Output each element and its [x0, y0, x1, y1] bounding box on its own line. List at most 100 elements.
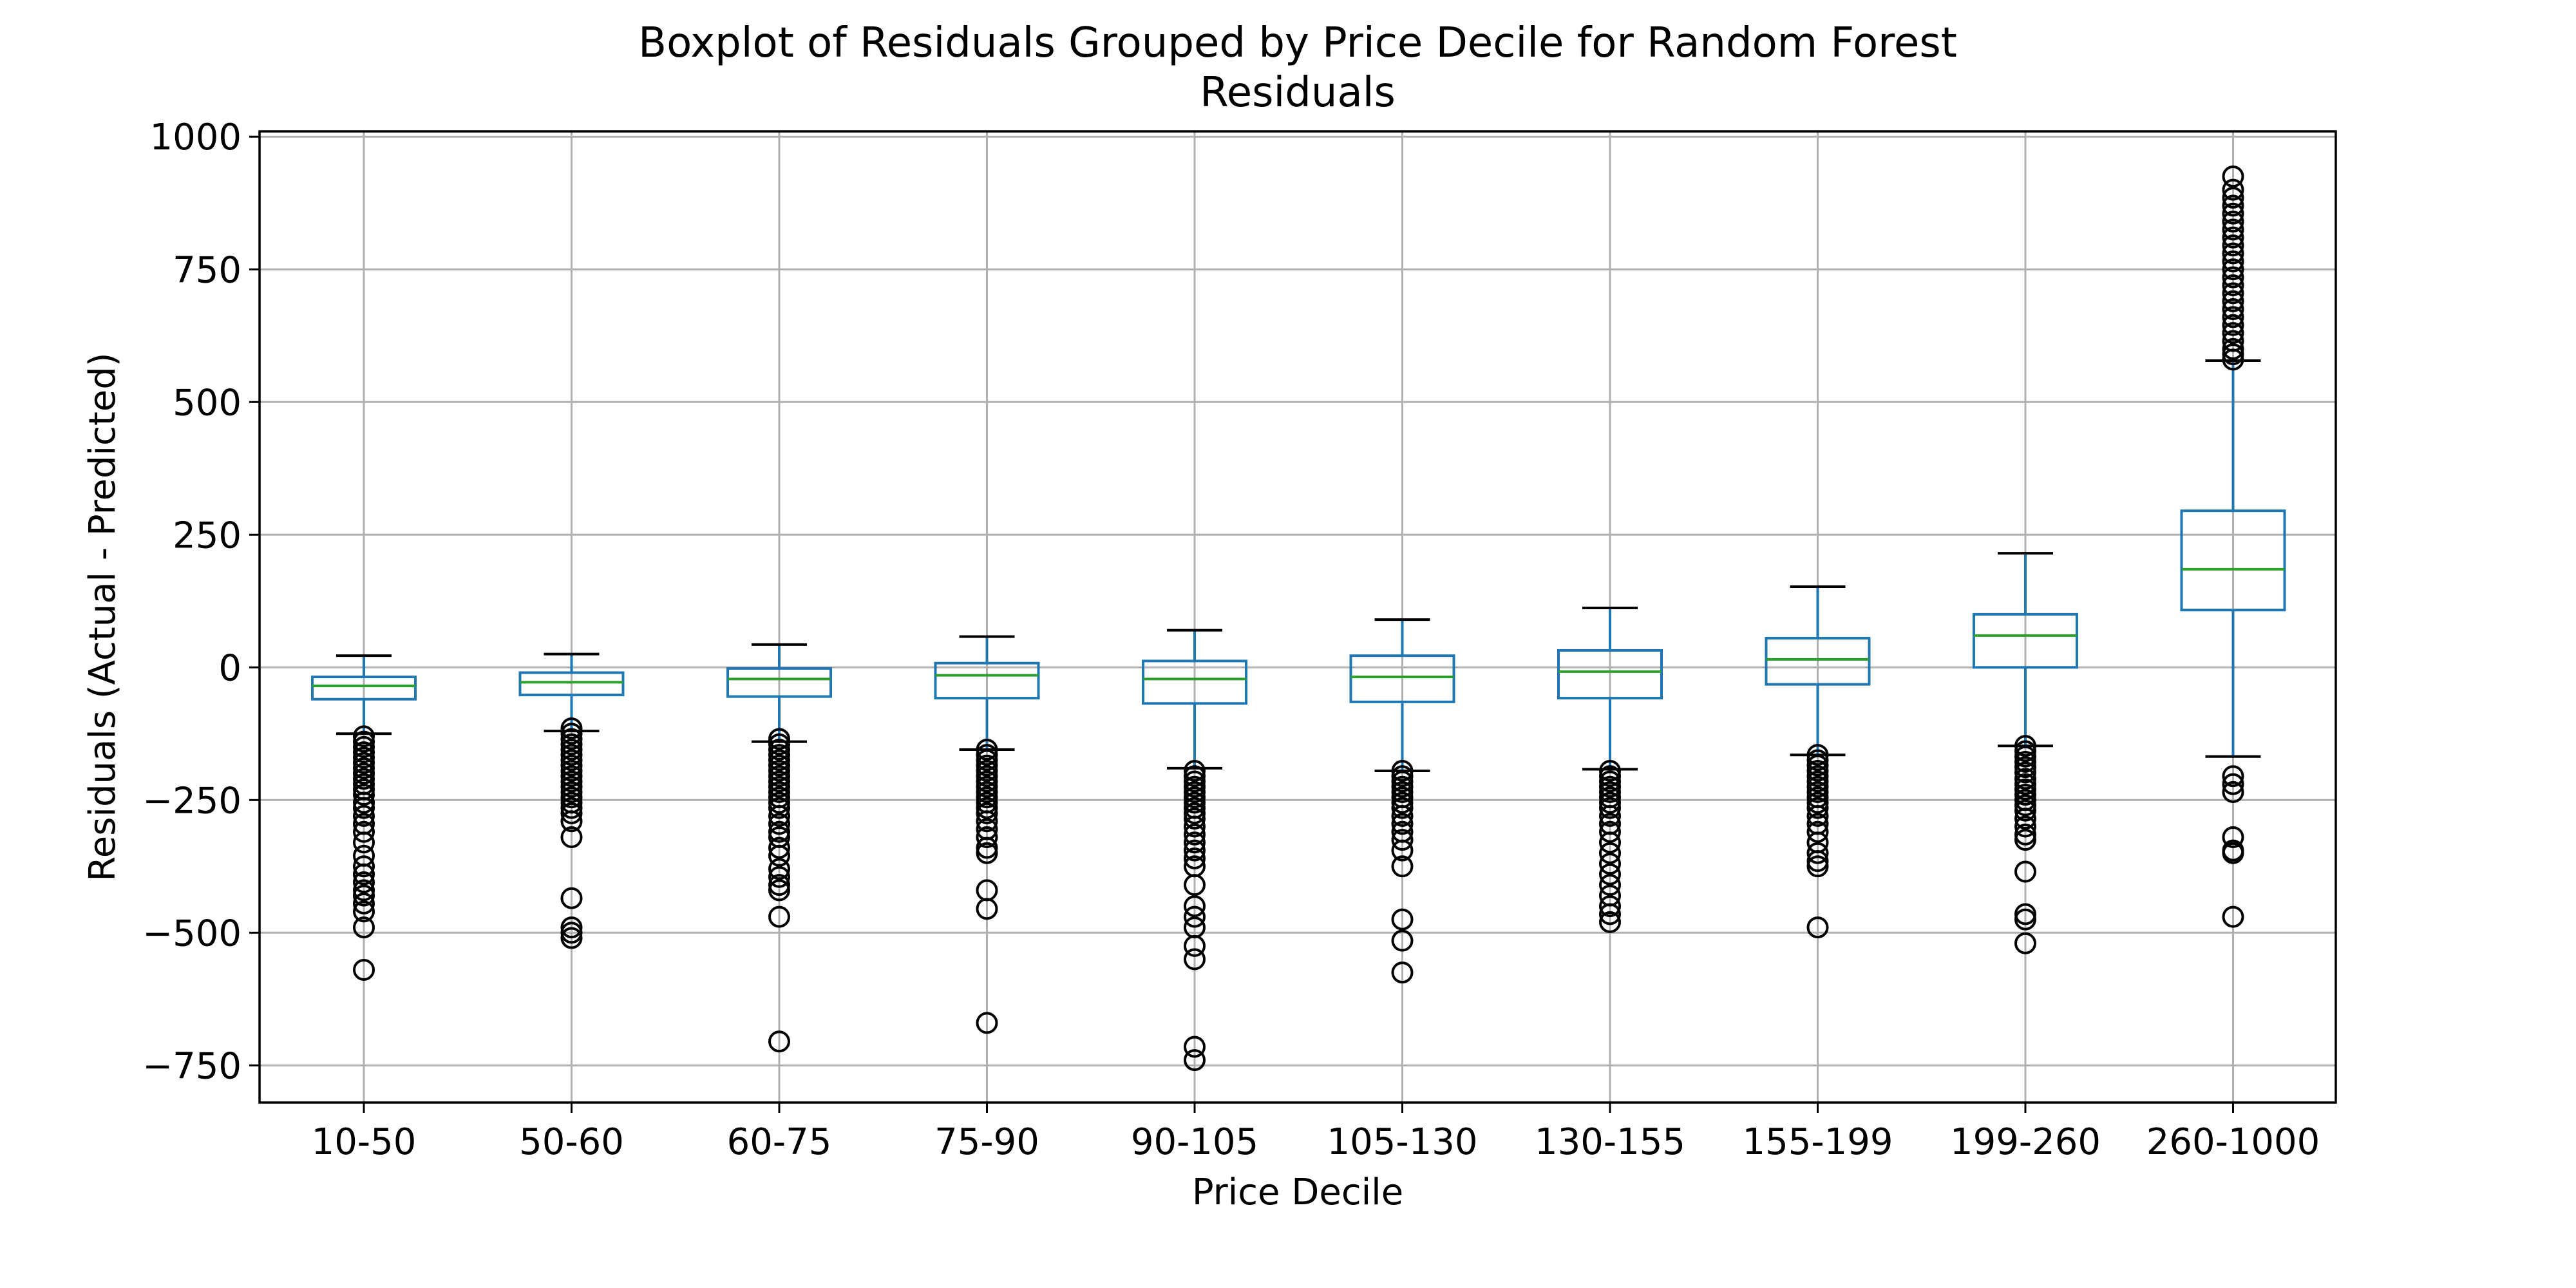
outlier-point	[1806, 791, 1829, 814]
plot-area	[311, 166, 2286, 1072]
outlier-point	[2014, 756, 2036, 779]
outlier-point	[2222, 250, 2244, 272]
outlier-point	[976, 898, 998, 920]
outlier-point	[2222, 242, 2244, 265]
outlier-point	[1806, 749, 1829, 772]
outlier-point	[1806, 842, 1829, 864]
outlier-point	[353, 735, 375, 758]
outlier-point	[560, 717, 583, 740]
x-tick-label: 75-90	[934, 1121, 1039, 1163]
y-tick-label: −250	[142, 780, 242, 822]
outlier-point	[1391, 961, 1414, 984]
box-iqr	[726, 667, 832, 698]
outlier-point	[2222, 314, 2244, 336]
outlier-point	[976, 826, 998, 848]
box-group	[934, 635, 1040, 1034]
outlier-point	[1806, 805, 1829, 828]
outlier-point	[353, 762, 375, 785]
outlier-point	[353, 892, 375, 914]
outlier-point	[2014, 815, 2036, 838]
outlier-point	[1599, 805, 1621, 828]
outlier-point	[1391, 829, 1414, 851]
outlier-point	[560, 797, 583, 819]
outlier-point	[1184, 808, 1206, 830]
outlier-point	[2222, 842, 2244, 864]
outlier-point	[2222, 211, 2244, 233]
outlier-point	[2222, 274, 2244, 296]
outlier-point	[1806, 765, 1829, 788]
outlier-point	[2222, 773, 2244, 795]
outlier-point	[560, 759, 583, 782]
outlier-point	[353, 831, 375, 854]
outlier-point	[560, 802, 583, 824]
y-axis: −750 −500 −250 0 250 500 750 1000	[142, 117, 260, 1087]
outlier-point	[353, 900, 375, 923]
outlier-point	[560, 744, 583, 766]
plot-frame	[258, 130, 2337, 1104]
outlier-point	[976, 802, 998, 824]
y-tick-label: 750	[173, 249, 242, 291]
outlier-point	[976, 837, 998, 859]
outlier-point	[560, 739, 583, 761]
outlier-point	[353, 879, 375, 902]
outlier-point	[353, 741, 375, 764]
outlier-point	[353, 958, 375, 981]
outlier-point	[2014, 768, 2036, 790]
outlier-point	[1391, 791, 1414, 814]
y-tick-label: −750	[142, 1045, 242, 1087]
outlier-point	[2014, 808, 2036, 830]
outlier-point	[2222, 781, 2244, 803]
outlier-point	[560, 765, 583, 788]
box-iqr	[1973, 612, 2078, 669]
x-axis-label: Price Decile	[1192, 1171, 1403, 1213]
box-iqr	[1557, 649, 1663, 700]
outlier-point	[768, 791, 790, 814]
outlier-point	[2222, 343, 2244, 366]
outlier-point	[1391, 775, 1414, 798]
outlier-point	[560, 927, 583, 949]
outlier-point	[976, 749, 998, 772]
outlier-point	[2014, 745, 2036, 768]
outlier-point	[1184, 874, 1206, 896]
outlier-point	[2222, 290, 2244, 312]
outlier-point	[2222, 905, 2244, 928]
outlier-point	[560, 728, 583, 750]
outlier-point	[1184, 802, 1206, 824]
outlier-point	[353, 797, 375, 819]
outlier-point	[1391, 797, 1414, 819]
outlier-point	[353, 725, 375, 748]
outlier-point	[1391, 839, 1414, 862]
y-tick-label: −500	[142, 913, 242, 954]
outlier-point	[2014, 740, 2036, 762]
box-group	[1557, 606, 1663, 933]
outlier-point	[976, 775, 998, 798]
outlier-point	[768, 797, 790, 819]
outlier-point	[353, 805, 375, 828]
outlier-point	[768, 874, 790, 896]
chart-title-line-2: Residuals	[1200, 69, 1396, 117]
outlier-point	[1599, 903, 1621, 925]
outlier-point	[1806, 797, 1829, 819]
outlier-point	[2014, 750, 2036, 773]
outlier-point	[768, 754, 790, 777]
outlier-point	[1806, 759, 1829, 782]
outlier-point	[560, 775, 583, 798]
outlier-point	[976, 759, 998, 782]
outlier-point	[976, 744, 998, 766]
outlier-point	[1806, 775, 1829, 798]
outlier-point	[976, 842, 998, 864]
outlier-point	[2222, 166, 2244, 188]
outlier-point	[976, 770, 998, 793]
outlier-point	[560, 887, 583, 909]
outlier-point	[1391, 770, 1414, 793]
outlier-point	[1184, 775, 1206, 798]
outlier-point	[353, 757, 375, 779]
outlier-point	[1184, 823, 1206, 846]
outlier-point	[768, 858, 790, 880]
outlier-point	[2222, 178, 2244, 201]
outlier-point	[768, 1030, 790, 1053]
outlier-point	[1184, 1036, 1206, 1058]
x-tick-label: 90-105	[1131, 1121, 1258, 1163]
x-tick-label: 199-260	[1950, 1121, 2101, 1163]
outlier-point	[560, 754, 583, 777]
